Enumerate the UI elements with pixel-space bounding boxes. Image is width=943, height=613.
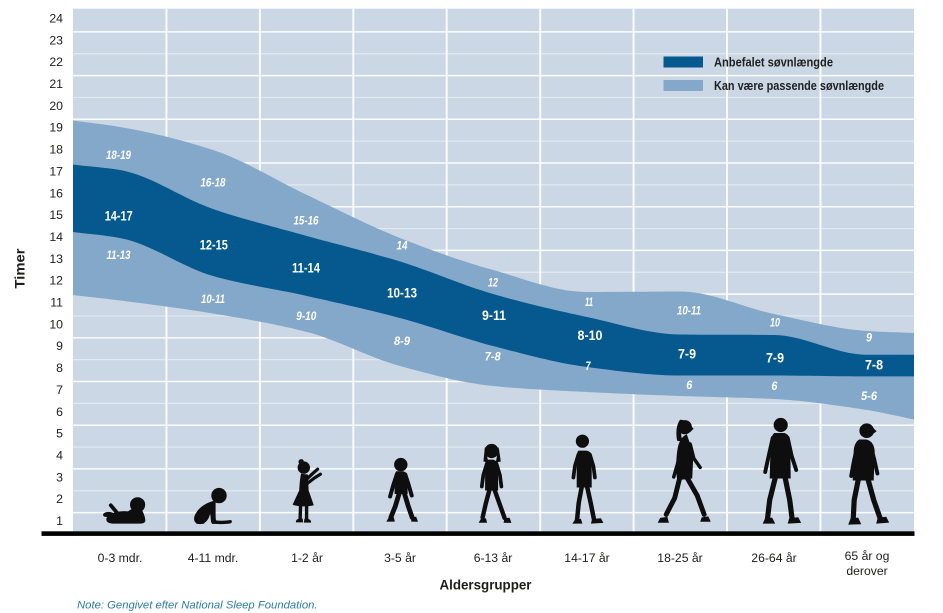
svg-text:8-10: 8-10	[578, 328, 603, 344]
svg-text:7-8: 7-8	[485, 350, 501, 364]
svg-text:7: 7	[586, 359, 592, 373]
svg-text:14: 14	[397, 239, 408, 253]
svg-text:6: 6	[56, 405, 63, 419]
svg-text:17: 17	[49, 164, 63, 178]
svg-text:8-9: 8-9	[394, 334, 410, 348]
svg-text:9: 9	[866, 331, 872, 345]
svg-text:4-11 mdr.: 4-11 mdr.	[188, 551, 239, 565]
svg-text:4: 4	[56, 448, 63, 462]
svg-text:26-64 år: 26-64 år	[751, 551, 796, 565]
svg-text:19: 19	[49, 121, 63, 135]
svg-text:8: 8	[56, 361, 63, 375]
svg-text:11-14: 11-14	[292, 261, 320, 277]
svg-text:18-25 år: 18-25 år	[657, 551, 702, 565]
svg-text:Anbefalet søvnlængde: Anbefalet søvnlængde	[714, 56, 833, 70]
svg-text:65 år og: 65 år og	[845, 549, 890, 563]
svg-text:22: 22	[49, 55, 63, 69]
svg-text:15: 15	[49, 208, 63, 222]
svg-text:derover: derover	[846, 564, 887, 578]
svg-text:Note: Gengivet efter National: Note: Gengivet efter National Sleep Foun…	[77, 600, 318, 612]
svg-text:9: 9	[56, 339, 63, 353]
svg-text:Kan være passende søvnlængde: Kan være passende søvnlængde	[714, 79, 884, 93]
svg-text:18-19: 18-19	[106, 148, 131, 162]
svg-text:6: 6	[771, 379, 777, 393]
svg-text:16: 16	[49, 186, 63, 200]
svg-text:10-11: 10-11	[677, 304, 701, 318]
svg-text:18: 18	[49, 143, 63, 157]
svg-text:15-16: 15-16	[294, 214, 319, 228]
svg-text:1: 1	[56, 514, 63, 528]
svg-text:20: 20	[49, 99, 63, 113]
svg-text:10-11: 10-11	[201, 292, 225, 306]
svg-text:0-3 mdr.: 0-3 mdr.	[98, 551, 143, 565]
svg-text:12: 12	[488, 276, 498, 290]
svg-text:14-17 år: 14-17 år	[564, 551, 609, 565]
svg-text:12-15: 12-15	[200, 238, 228, 254]
svg-text:11-13: 11-13	[107, 248, 131, 262]
svg-text:3-5 år: 3-5 år	[384, 551, 416, 565]
svg-text:11: 11	[585, 295, 593, 309]
svg-text:Timer: Timer	[12, 248, 28, 289]
svg-text:5-6: 5-6	[861, 389, 877, 403]
svg-text:10: 10	[770, 316, 780, 330]
svg-text:5: 5	[56, 427, 63, 441]
svg-text:12: 12	[49, 274, 63, 288]
svg-text:10-13: 10-13	[387, 286, 417, 302]
svg-text:24: 24	[49, 11, 63, 25]
svg-text:9-11: 9-11	[482, 308, 506, 324]
svg-text:7-8: 7-8	[865, 358, 883, 374]
svg-text:23: 23	[49, 33, 63, 47]
svg-text:2: 2	[56, 492, 63, 506]
svg-text:Aldersgrupper: Aldersgrupper	[440, 577, 533, 593]
svg-text:10: 10	[49, 317, 63, 331]
svg-text:6: 6	[686, 378, 692, 392]
svg-text:16-18: 16-18	[201, 176, 226, 190]
svg-text:14-17: 14-17	[105, 209, 133, 225]
svg-text:13: 13	[49, 252, 63, 266]
svg-text:7-9: 7-9	[678, 347, 696, 363]
svg-text:6-13 år: 6-13 år	[474, 551, 513, 565]
svg-text:7-9: 7-9	[766, 351, 784, 367]
svg-text:1-2 år: 1-2 år	[291, 551, 323, 565]
svg-text:7: 7	[56, 383, 63, 397]
svg-text:9-10: 9-10	[296, 309, 316, 323]
svg-text:11: 11	[50, 296, 63, 310]
svg-text:3: 3	[56, 470, 63, 484]
svg-text:14: 14	[49, 230, 63, 244]
svg-text:21: 21	[49, 77, 63, 91]
